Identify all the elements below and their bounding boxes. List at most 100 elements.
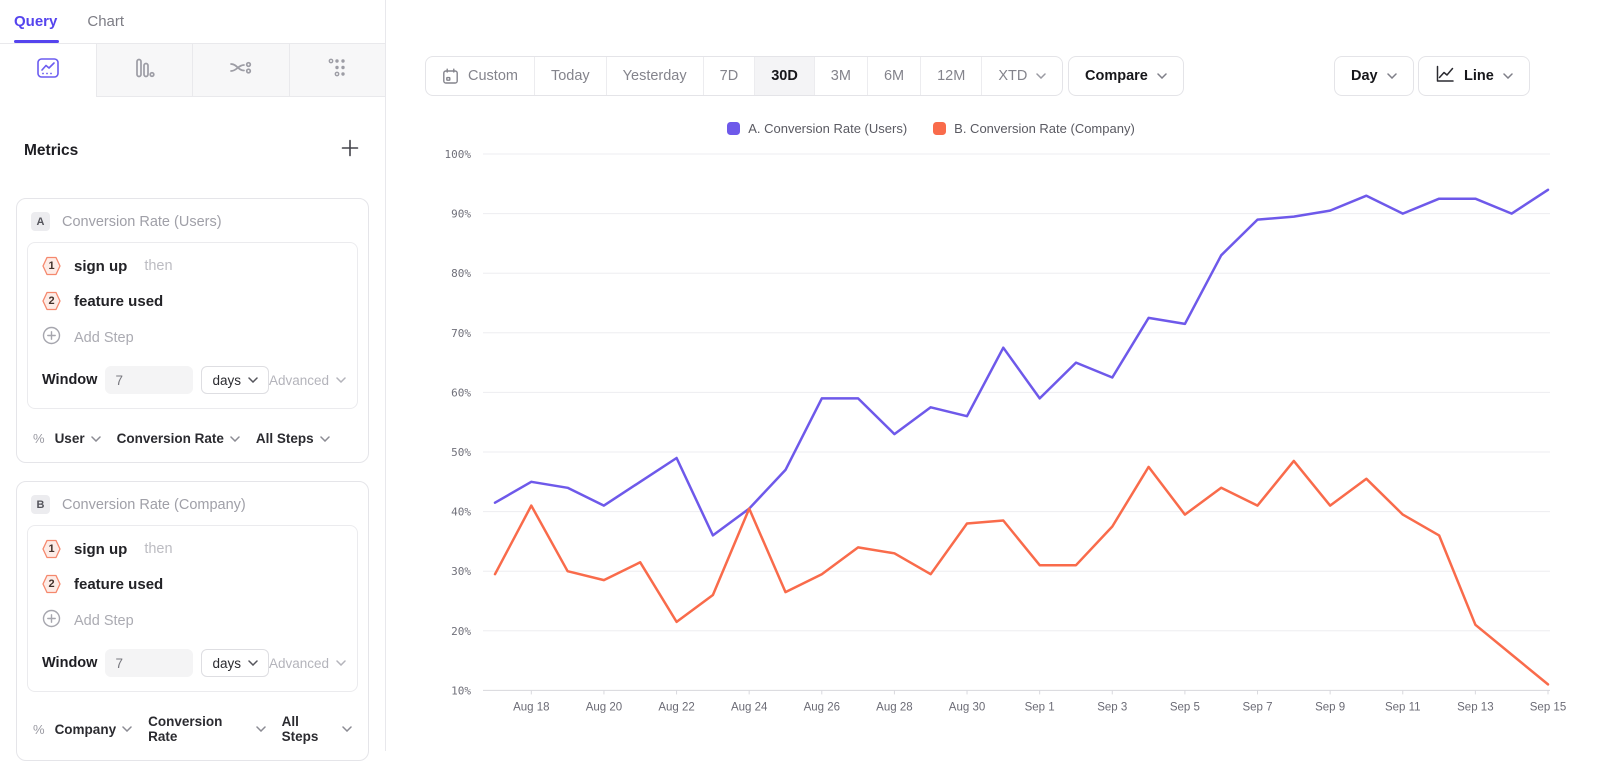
series-line-company (493, 459, 1550, 686)
entity-dropdown[interactable]: User (55, 431, 101, 446)
steps-scope-label: All Steps (255, 431, 314, 446)
window-value-input[interactable] (105, 366, 194, 394)
y-axis-tick-label: 50% (451, 446, 471, 459)
step-row: 1 sign up then (42, 256, 343, 276)
compare-label: Compare (1085, 68, 1148, 84)
step-event-select[interactable]: sign up (74, 257, 128, 275)
x-axis-tick-label: Aug 30 (949, 701, 985, 713)
window-value-input[interactable] (105, 649, 194, 677)
x-axis-tick-label: Aug 22 (658, 701, 694, 713)
sidebar-tabbar: Query Chart (0, 0, 385, 44)
add-step-label: Add Step (74, 330, 134, 346)
legend-item-company[interactable]: B. Conversion Rate (Company) (933, 121, 1135, 136)
date-range-6m[interactable]: 6M (866, 57, 920, 95)
entity-dropdown[interactable]: Company (55, 722, 133, 737)
legend-label: A. Conversion Rate (Users) (748, 121, 908, 136)
granularity-button[interactable]: Day (1334, 56, 1414, 96)
metric-type-label: Conversion Rate (148, 714, 223, 744)
chart-legend: A. Conversion Rate (Users) B. Conversion … (376, 121, 1486, 136)
report-tab-insights[interactable] (0, 44, 96, 97)
step-number: 1 (48, 260, 55, 272)
date-range-today[interactable]: Today (533, 57, 606, 95)
steps-scope-label: All Steps (281, 714, 319, 744)
y-axis-tick-label: 20% (451, 625, 471, 638)
chart-panel: Custom Today Yesterday 7D 30D 3M 6M 12M XTD Comp… (386, 0, 1600, 751)
tab-query-label: Query (14, 13, 58, 30)
legend-swatch (933, 122, 947, 135)
y-axis-tick-label: 60% (451, 386, 471, 399)
step-event-select[interactable]: feature used (74, 575, 164, 593)
x-axis-tick-label: Sep 7 (1242, 701, 1272, 713)
step-number: 2 (48, 295, 55, 307)
advanced-dropdown[interactable]: Advanced (269, 656, 346, 671)
percent-symbol: % (33, 431, 45, 446)
date-range-xtd[interactable]: XTD (981, 57, 1062, 95)
x-axis-tick-label: Sep 3 (1097, 701, 1127, 713)
y-axis-tick-label: 10% (451, 684, 471, 697)
insights-line-chart-icon (36, 56, 60, 85)
step-connector: then (144, 541, 173, 557)
conversion-line-chart: 100% 90% 80% 70% 60% 50% 40% 30% 20% 10% Aug 18 Aug… (445, 148, 1567, 713)
x-axis-tick-label: Sep 5 (1170, 701, 1200, 713)
funnel-steps-panel-b: 1 sign up then 2 feature used Add Step (27, 525, 358, 692)
step-connector: then (144, 258, 173, 274)
compare-button[interactable]: Compare (1068, 56, 1184, 96)
metric-type-label: Conversion Rate (116, 431, 224, 446)
step-number-hexagon: 1 (42, 256, 61, 276)
funnels-bars-icon (132, 56, 156, 85)
date-range-yesterday[interactable]: Yesterday (605, 57, 703, 95)
report-type-tabs (0, 44, 385, 97)
tab-chart-label: Chart (87, 13, 125, 30)
flows-icon (228, 56, 254, 85)
step-number-hexagon: 2 (42, 574, 61, 594)
step-row: 1 sign up then (42, 539, 343, 559)
date-range-30d[interactable]: 30D (754, 57, 814, 95)
step-event-select[interactable]: sign up (74, 540, 128, 558)
y-axis-tick-label: 90% (451, 208, 471, 221)
report-tab-funnels[interactable] (95, 44, 192, 97)
tab-chart[interactable]: Chart (87, 0, 124, 43)
metrics-heading: Metrics (24, 141, 79, 159)
line-chart-icon (1435, 65, 1455, 87)
tab-query[interactable]: Query (14, 0, 60, 43)
y-axis-tick-label: 40% (451, 506, 471, 519)
add-metric-button[interactable] (341, 139, 359, 162)
legend-item-users[interactable]: A. Conversion Rate (Users) (727, 121, 907, 136)
date-range-7d[interactable]: 7D (702, 57, 755, 95)
step-number: 1 (48, 543, 55, 555)
x-axis-tick-label: Aug 26 (804, 701, 840, 713)
metric-card-b: B Conversion Rate (Company) 1 sign up th… (16, 481, 369, 761)
metric-badge-a: A (31, 212, 50, 231)
x-axis-tick-label: Sep 9 (1315, 701, 1345, 713)
steps-scope-dropdown[interactable]: All Steps (256, 431, 330, 446)
report-tab-flows[interactable] (192, 44, 289, 97)
advanced-label: Advanced (268, 372, 330, 388)
window-unit-label: days (212, 372, 241, 388)
steps-scope-dropdown[interactable]: All Steps (282, 714, 352, 744)
date-range-segmented-control: Custom Today Yesterday 7D 30D 3M 6M 12M XTD (425, 56, 1064, 96)
metric-title-a[interactable]: Conversion Rate (Users) (62, 213, 222, 230)
window-unit-dropdown[interactable]: days (201, 366, 269, 394)
metric-type-dropdown[interactable]: Conversion Rate (117, 431, 240, 446)
y-axis-tick-label: 30% (451, 565, 471, 578)
step-event-select[interactable]: feature used (74, 292, 164, 310)
date-range-3m[interactable]: 3M (813, 57, 867, 95)
advanced-dropdown[interactable]: Advanced (269, 373, 346, 388)
metric-type-dropdown[interactable]: Conversion Rate (148, 714, 266, 744)
funnel-steps-panel-a: 1 sign up then 2 feature used Add Step (27, 242, 358, 409)
metric-title-b[interactable]: Conversion Rate (Company) (62, 496, 246, 513)
entity-label: Company (54, 721, 117, 737)
x-axis-tick-label: Aug 18 (513, 701, 549, 713)
y-axis-tick-label: 100% (445, 148, 472, 161)
add-step-button[interactable]: Add Step (42, 326, 343, 350)
date-range-12m[interactable]: 12M (920, 57, 981, 95)
chevron-down-icon (1036, 73, 1047, 79)
advanced-label: Advanced (268, 655, 330, 671)
add-step-plus-icon (42, 609, 61, 633)
query-sidebar: Query Chart (0, 0, 386, 761)
add-step-button[interactable]: Add Step (42, 609, 343, 633)
chart-style-button[interactable]: Line (1418, 56, 1530, 96)
window-unit-dropdown[interactable]: days (201, 649, 269, 677)
report-tab-retention[interactable] (288, 44, 385, 97)
date-range-custom[interactable]: Custom (426, 57, 534, 95)
